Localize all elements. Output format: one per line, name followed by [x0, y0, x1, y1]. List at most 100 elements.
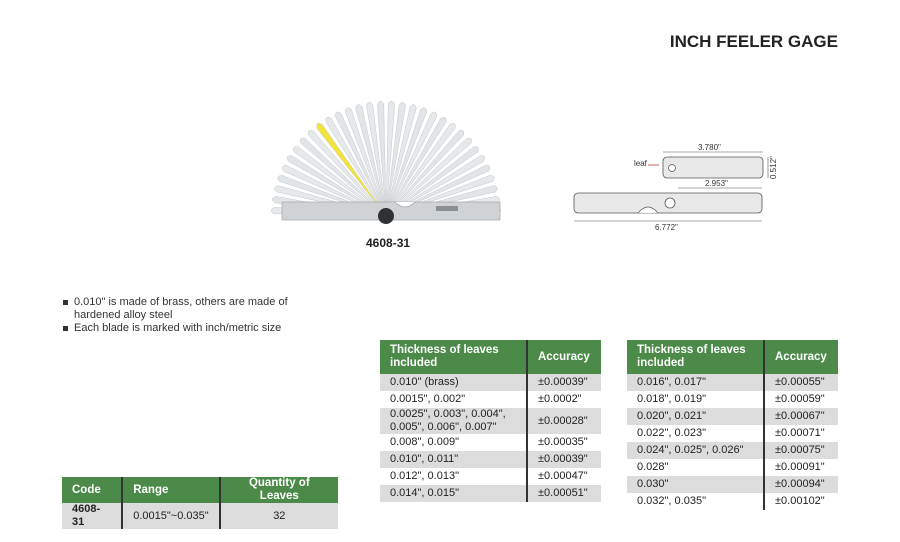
- leaf-outline: [662, 156, 764, 179]
- steel-leaf: [385, 137, 472, 217]
- steel-leaf: [385, 123, 456, 217]
- steel-leaf: [286, 155, 387, 217]
- accuracy-cell: ±0.00039": [526, 451, 601, 468]
- pivot-distance-label: 2.953": [705, 179, 728, 188]
- steel-leaf: [385, 111, 438, 217]
- fan-leaves: [270, 100, 502, 217]
- holder-screw: [664, 197, 676, 209]
- steel-leaf: [385, 155, 486, 217]
- holder-notch: [394, 201, 416, 208]
- thickness-cell: 0.016", 0.017": [627, 374, 764, 391]
- brass-leaf: [316, 123, 387, 217]
- note-item: 0.010" is made of brass, others are made…: [62, 296, 332, 322]
- thickness-cell: 0.024", 0.025", 0.026": [627, 442, 764, 459]
- col-code: Code: [62, 477, 123, 503]
- table-row: 0.012", 0.013" ±0.00047": [380, 468, 601, 485]
- thickness-cell: 0.0015", 0.002": [390, 393, 466, 405]
- accuracy-cell: ±0.00094": [763, 476, 838, 493]
- accuracy-cell: ±0.00028": [526, 408, 601, 434]
- steel-leaf: [334, 111, 387, 217]
- steel-leaf: [385, 107, 428, 217]
- steel-leaf: [300, 137, 387, 217]
- accuracy-cell: ±0.00102": [763, 493, 838, 510]
- thickness-cell: 0.020", 0.021": [627, 408, 764, 425]
- leaf-hole: [668, 164, 676, 172]
- steel-leaf: [366, 102, 387, 217]
- thickness-cell: 0.014", 0.015": [380, 485, 527, 502]
- quantity-cell: 32: [218, 503, 338, 529]
- table-row: 0.010" (brass) ±0.00039": [380, 374, 601, 391]
- steel-leaf: [385, 102, 406, 217]
- note-item: Each blade is marked with inch/metric si…: [62, 322, 332, 335]
- thickness-cell: 0.008", 0.009": [390, 436, 459, 448]
- accuracy-cell: ±0.0002": [526, 391, 601, 408]
- table-row: 4608-31 0.0015"~0.035" 32: [62, 503, 338, 529]
- table-row: 0.014", 0.015" ±0.00051": [380, 485, 601, 502]
- table-row: 0.028" ±0.00091": [627, 459, 838, 476]
- col-thickness: Thickness of leaves included: [627, 340, 764, 374]
- accuracy-cell: ±0.00091": [763, 459, 838, 476]
- leaf-length-label: 3.780": [698, 143, 721, 152]
- steel-leaf: [293, 146, 387, 217]
- accuracy-table-2: Thickness of leaves included Accuracy 0.0…: [627, 340, 838, 510]
- table-row: 0.024", 0.025", 0.026" ±0.00075": [627, 442, 838, 459]
- thickness-cell: 0.018", 0.019": [637, 393, 706, 405]
- accuracy-cell: ±0.00075": [763, 442, 838, 459]
- range-cell: 0.0015"~0.035": [121, 503, 220, 529]
- thickness-cell: 0.012", 0.013": [390, 470, 459, 482]
- steel-leaf: [385, 100, 396, 217]
- steel-leaf: [385, 130, 465, 217]
- accuracy-cell: ±0.00047": [526, 468, 601, 485]
- feeler-gage-photo: [270, 100, 502, 224]
- table-row: 0.018", 0.019" ±0.00059": [627, 391, 838, 408]
- table-row: 0.032", 0.035" ±0.00102": [627, 493, 838, 510]
- accuracy-cell: ±0.00051": [526, 485, 601, 502]
- steel-leaf: [385, 104, 417, 217]
- pivot-screw: [378, 208, 394, 224]
- spec-table: Code Range Quantity of Leaves 4608-31 0.001…: [62, 477, 338, 529]
- steel-leaf: [355, 104, 387, 217]
- leaf-width-label: 0.512": [769, 156, 778, 179]
- thickness-cell: 0.032", 0.035": [637, 495, 706, 507]
- table-row: 0.0025", 0.003", 0.004", 0.005", 0.006",…: [380, 408, 601, 434]
- thickness-cell: 0.010", 0.011": [380, 451, 527, 468]
- accuracy-table-1: Thickness of leaves included Accuracy 0.0…: [380, 340, 601, 502]
- thickness-cell: 0.010" (brass): [380, 374, 527, 391]
- thickness-cell: 0.030": [627, 476, 764, 493]
- steel-leaf: [376, 100, 387, 217]
- accuracy-cell: ±0.00039": [526, 374, 601, 391]
- accuracy-cell: ±0.00071": [763, 425, 838, 442]
- table-row: 0.022", 0.023" ±0.00071": [627, 425, 838, 442]
- steel-leaf: [344, 107, 387, 217]
- accuracy-cell: ±0.00067": [763, 408, 838, 425]
- table-row: 0.030" ±0.00094": [627, 476, 838, 493]
- table-row: 0.010", 0.011" ±0.00039": [380, 451, 601, 468]
- leaf-label: leaf: [634, 159, 648, 168]
- brand-logo: [436, 206, 458, 211]
- table-row: 0.020", 0.021" ±0.00067": [627, 408, 838, 425]
- dimension-diagram: 3.780" leaf 0.512" 2.953" 6.772": [573, 143, 778, 232]
- table-row: 0.0015", 0.002" ±0.0002": [380, 391, 601, 408]
- accuracy-cell: ±0.00035": [526, 434, 601, 451]
- steel-leaf: [325, 116, 387, 217]
- thickness-cell: 0.028": [637, 461, 669, 473]
- total-length-label: 6.772": [655, 223, 678, 232]
- thickness-cell: 0.022", 0.023": [637, 427, 706, 439]
- steel-leaf: [385, 116, 447, 217]
- steel-leaf: [307, 130, 387, 217]
- feature-notes: 0.010" is made of brass, others are made…: [62, 296, 332, 335]
- col-quantity: Quantity of Leaves: [218, 477, 338, 503]
- col-accuracy: Accuracy: [526, 340, 601, 374]
- col-accuracy: Accuracy: [763, 340, 838, 374]
- table-row: 0.016", 0.017" ±0.00055": [627, 374, 838, 391]
- table-row: 0.008", 0.009" ±0.00035": [380, 434, 601, 451]
- page-title: INCH FEELER GAGE: [669, 32, 838, 51]
- col-thickness: Thickness of leaves included: [380, 340, 527, 374]
- accuracy-cell: ±0.00059": [763, 391, 838, 408]
- thickness-cell: 0.0025", 0.003", 0.004", 0.005", 0.006",…: [380, 408, 527, 434]
- accuracy-cell: ±0.00055": [763, 374, 838, 391]
- model-number: 4608-31: [366, 236, 411, 250]
- col-range: Range: [121, 477, 220, 503]
- code-cell: 4608-31: [62, 503, 123, 529]
